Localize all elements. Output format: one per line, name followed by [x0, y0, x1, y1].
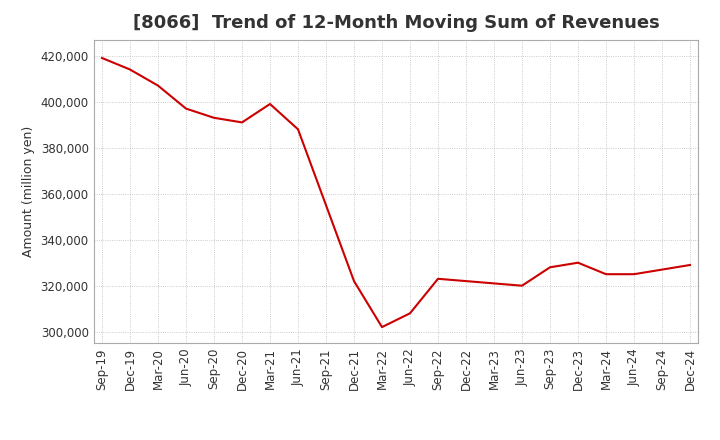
Y-axis label: Amount (million yen): Amount (million yen) [22, 126, 35, 257]
Title: [8066]  Trend of 12-Month Moving Sum of Revenues: [8066] Trend of 12-Month Moving Sum of R… [132, 15, 660, 33]
